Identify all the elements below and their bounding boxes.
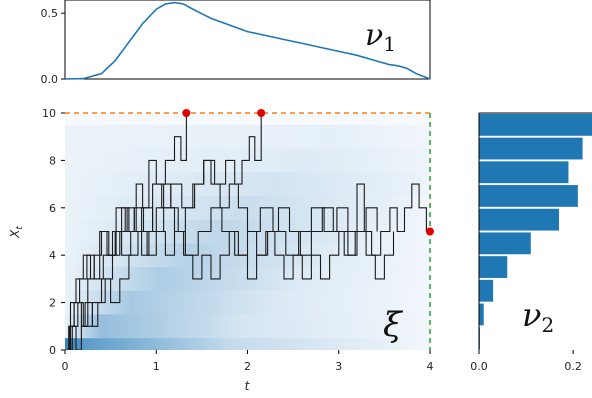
top-panel: 0.0 0.5 ν1	[41, 0, 431, 86]
nu2-bar	[479, 161, 569, 184]
x-tick-label: 3	[335, 360, 342, 373]
exit-point	[182, 109, 191, 117]
nu2-bar	[479, 137, 583, 160]
nu1-density-curve	[64, 1, 431, 80]
top-y-tick-label: 0.0	[41, 73, 59, 86]
x-axis-label: t	[245, 379, 251, 393]
nu2-bar	[479, 279, 494, 302]
x-tick-label: 4	[427, 360, 434, 373]
main-y-ticks: 0 2 4 6 8 10	[42, 107, 65, 357]
sample-path	[65, 230, 395, 350]
x-tick-label: 0	[62, 360, 69, 373]
y-tick-label: 4	[49, 249, 56, 262]
exit-point	[426, 227, 434, 236]
top-y-ticks: 0.0 0.5	[41, 7, 65, 86]
density-row	[65, 290, 430, 315]
y-tick-label: 6	[49, 202, 56, 215]
nu1-label: ν1	[365, 18, 396, 56]
right-panel: 0.0 0.2 ν2	[470, 112, 592, 373]
nu2-bars	[479, 113, 592, 350]
nu2-bar	[479, 232, 531, 255]
sample-path	[65, 183, 430, 350]
right-x-tick-label: 0.0	[470, 360, 488, 373]
density-row	[65, 338, 430, 350]
nu2-label: ν2	[522, 296, 554, 337]
density-row	[65, 314, 430, 339]
exit-point	[257, 109, 266, 117]
nu2-bar	[479, 208, 560, 231]
density-row	[65, 172, 430, 196]
y-axis-label: Xt	[8, 226, 25, 239]
y-tick-label: 0	[49, 344, 56, 357]
top-y-tick-label: 0.5	[41, 7, 59, 20]
y-tick-label: 8	[49, 154, 56, 167]
xi-label: ξ	[383, 305, 404, 345]
top-panel-frame	[64, 0, 431, 80]
x-tick-label: 2	[244, 360, 251, 373]
nu2-bar	[479, 185, 578, 207]
main-x-ticks: 0 1 2 3 4	[62, 350, 434, 373]
density-row	[65, 124, 430, 149]
nu2-bar	[479, 303, 484, 326]
nu2-bar	[479, 256, 508, 278]
x-tick-label: 1	[153, 360, 160, 373]
right-x-tick-label: 0.2	[564, 360, 582, 373]
sample-path	[65, 159, 378, 350]
nu2-bar	[479, 113, 592, 136]
main-panel: 0 1 2 3 4 0 2 4 6 8 10 t Xt ξ	[8, 107, 434, 393]
y-tick-label: 2	[49, 297, 56, 310]
y-tick-label: 10	[42, 107, 56, 120]
exit-points	[182, 109, 434, 236]
sample-paths	[65, 113, 430, 350]
right-x-ticks: 0.0 0.2	[470, 350, 582, 373]
